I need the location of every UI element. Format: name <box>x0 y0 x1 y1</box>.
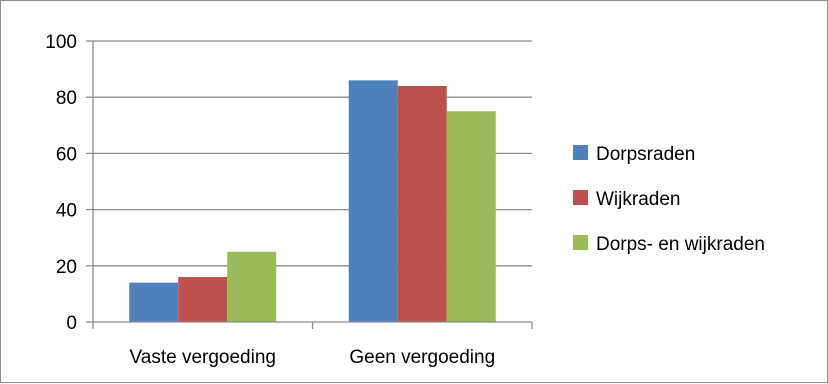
axes <box>86 40 533 329</box>
y-tick-label: 0 <box>66 313 77 334</box>
y-tick-labels: 0 20 40 60 80 100 <box>45 32 77 334</box>
legend: Dorpsraden Wijkraden Dorps- en wijkraden <box>573 144 765 255</box>
y-tick-label: 60 <box>56 144 77 165</box>
bar-wijkraden-1 <box>397 85 447 323</box>
bar-dorpsraden-1 <box>348 80 398 322</box>
legend-swatch <box>573 145 588 160</box>
x-tick-label: Vaste vergoeding <box>130 347 276 368</box>
bar-dorpsraden-0 <box>129 282 179 322</box>
legend-swatch <box>573 235 588 250</box>
y-tick-label: 40 <box>56 201 77 222</box>
bar-wijkraden-0 <box>178 277 228 322</box>
legend-label: Wijkraden <box>596 189 680 210</box>
x-tick-labels: Vaste vergoeding Geen vergoeding <box>130 347 496 368</box>
y-tick-label: 100 <box>45 32 77 53</box>
bar-dorps-en-wijkraden-1 <box>446 111 496 322</box>
legend-label: Dorpsraden <box>596 144 695 165</box>
x-tick-label: Geen vergoeding <box>349 347 495 368</box>
y-tick-label: 80 <box>56 88 77 109</box>
y-tick-label: 20 <box>56 257 77 278</box>
legend-swatch <box>573 190 588 205</box>
bars <box>129 80 496 323</box>
legend-label: Dorps- en wijkraden <box>596 234 765 255</box>
bar-dorps-en-wijkraden-0 <box>227 251 277 322</box>
